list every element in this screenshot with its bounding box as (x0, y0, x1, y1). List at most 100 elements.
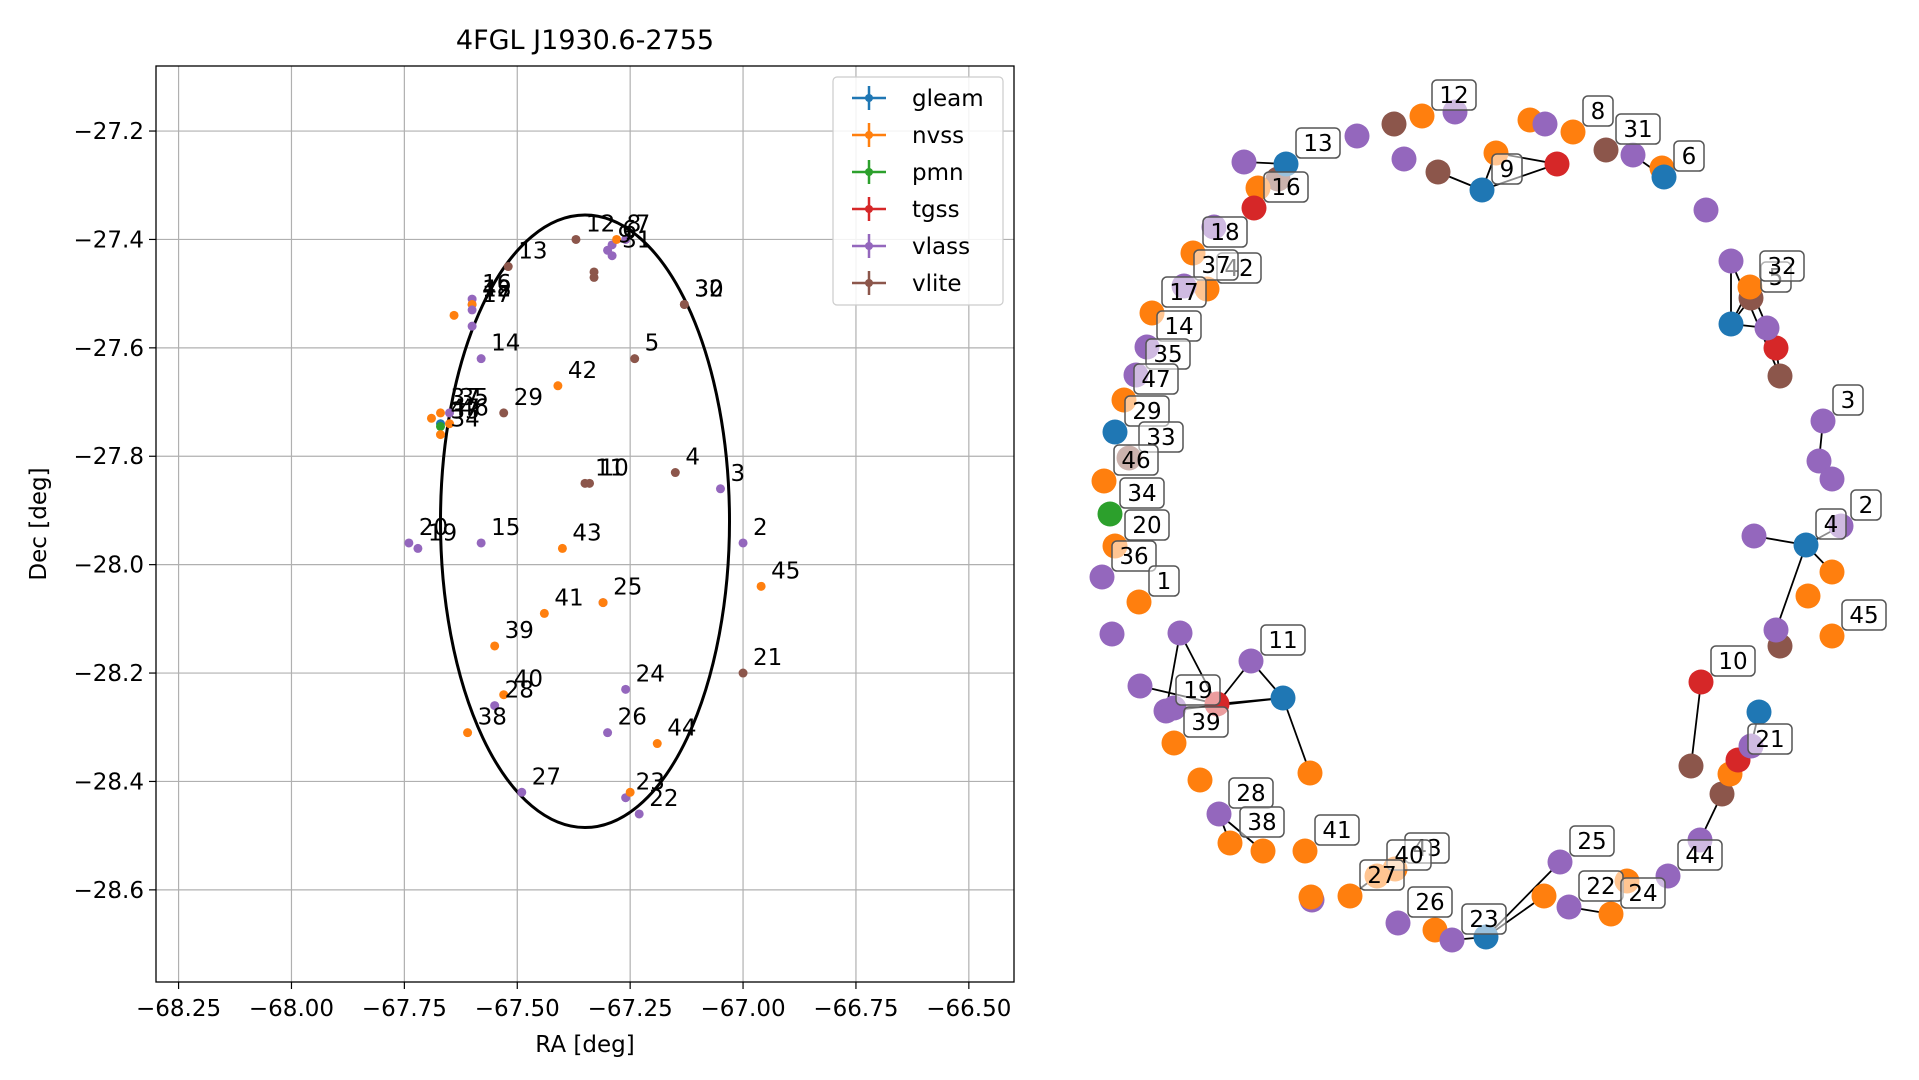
point-label: 18 (482, 276, 511, 302)
network-label-text: 41 (1322, 818, 1351, 844)
data-point-nvss (449, 310, 459, 320)
network-node-label: 26 (1407, 886, 1453, 918)
y-tick-label: −28.4 (74, 769, 144, 795)
x-tick-label: −67.25 (588, 996, 673, 1022)
legend-marker-dot (865, 242, 873, 250)
network-node-label: 8 (1582, 95, 1614, 127)
data-point-vlite (499, 408, 509, 418)
network-label-box (1461, 903, 1507, 935)
network-node-nvss (1598, 901, 1624, 927)
grid-lines (156, 66, 1014, 982)
data-point-vlite (503, 262, 513, 272)
network-node-vlass (1206, 801, 1232, 827)
point-label: 32 (694, 276, 723, 302)
x-tick-label: −68.25 (136, 996, 221, 1022)
point-label: 15 (491, 515, 520, 541)
network-node-pmn (1097, 501, 1123, 527)
y-axis-label: Dec [deg] (26, 467, 52, 580)
data-point-vlass (607, 251, 617, 261)
point-label: 34 (450, 407, 479, 433)
x-tick-label: −68.00 (249, 996, 334, 1022)
network-node-nvss (1292, 838, 1318, 864)
data-point-vlass (445, 408, 455, 418)
y-tick-label: −27.4 (74, 227, 144, 253)
data-point-nvss (598, 598, 608, 608)
data-point-nvss (435, 408, 445, 418)
data-point-nvss (490, 641, 500, 651)
point-label: 35 (460, 385, 489, 411)
network-node-label: 46 (1113, 444, 1159, 476)
network-label-box (1183, 706, 1229, 738)
y-tick-label: −27.6 (74, 336, 144, 362)
point-label: 19 (428, 520, 457, 546)
network-node-vlass (1238, 648, 1264, 674)
point-label: 39 (505, 618, 534, 644)
network-node-vlass (1385, 910, 1411, 936)
network-node-label: 36 (1111, 540, 1157, 572)
network-label-text: 17 (1169, 280, 1198, 306)
network-node-label: 20 (1124, 509, 1170, 541)
network-label-box (1615, 113, 1661, 145)
network-label-text: 32 (1767, 254, 1796, 280)
point-label: 31 (622, 228, 651, 254)
network-node-label: 39 (1183, 706, 1229, 738)
point-label: 16 (482, 271, 511, 297)
network-node-nvss (1560, 119, 1586, 145)
y-tick-label: −27.2 (74, 119, 144, 145)
point-label: 47 (450, 396, 479, 422)
network-node-vlass (1532, 111, 1558, 137)
data-point-vlass (467, 305, 477, 315)
network-node-vlass (1167, 620, 1193, 646)
point-label: 37 (450, 385, 479, 411)
data-point-nvss (445, 419, 455, 429)
data-point-nvss (539, 608, 549, 618)
point-label: 44 (667, 716, 696, 742)
legend-marker-dot (865, 279, 873, 287)
network-node-label: 16 (1263, 171, 1309, 203)
data-point-vlite (630, 354, 640, 364)
network-label-box (1148, 565, 1180, 597)
network-node-label: 21 (1747, 723, 1793, 755)
data-point-nvss (557, 543, 567, 553)
network-node-vlass (1693, 197, 1719, 223)
network-label-box (1677, 839, 1723, 871)
network-label-box (1832, 384, 1864, 416)
point-label: 20 (419, 515, 448, 541)
network-node-label: 18 (1202, 216, 1248, 248)
network-label-text: 2 (1859, 493, 1874, 519)
data-point-nvss (625, 787, 635, 797)
network-node-nvss (1161, 730, 1187, 756)
point-label: 28 (505, 678, 534, 704)
point-label: 29 (514, 385, 543, 411)
network-label-text: 20 (1132, 513, 1161, 539)
error-ellipse (438, 213, 732, 830)
network-label-text: 25 (1577, 829, 1606, 855)
network-node-tgss (1763, 335, 1789, 361)
network-label-box (1260, 624, 1306, 656)
point-label: 30 (694, 276, 723, 302)
network-label-text: 44 (1685, 843, 1714, 869)
network-node-vlass (1754, 315, 1780, 341)
point-label: 14 (491, 331, 520, 357)
legend-label: nvss (912, 123, 964, 149)
legend-marker-dot (865, 168, 873, 176)
network-node-label: 1 (1148, 565, 1180, 597)
network-label-box (1175, 674, 1221, 706)
network-label-text: 14 (1164, 314, 1193, 340)
network-label-text: 26 (1415, 890, 1444, 916)
x-axis-label: RA [deg] (535, 1032, 634, 1058)
data-point-vlass (467, 321, 477, 331)
data-point-vlass (476, 538, 486, 548)
network-label-box (1407, 886, 1453, 918)
legend-label: tgss (912, 197, 960, 223)
data-point-vlass (634, 809, 644, 819)
legend-label: gleam (912, 86, 984, 112)
network-node-nvss (1217, 830, 1243, 856)
y-axis-ticks: −27.2 −27.4 −27.6 −27.8 −28.0 −28.2 −28.4 −28.6 (74, 119, 156, 904)
network-node-label: 4 (1815, 508, 1847, 540)
network-node-vlite (1593, 137, 1619, 163)
network-node-vlite (1425, 159, 1451, 185)
network-node-vlass (1099, 621, 1125, 647)
